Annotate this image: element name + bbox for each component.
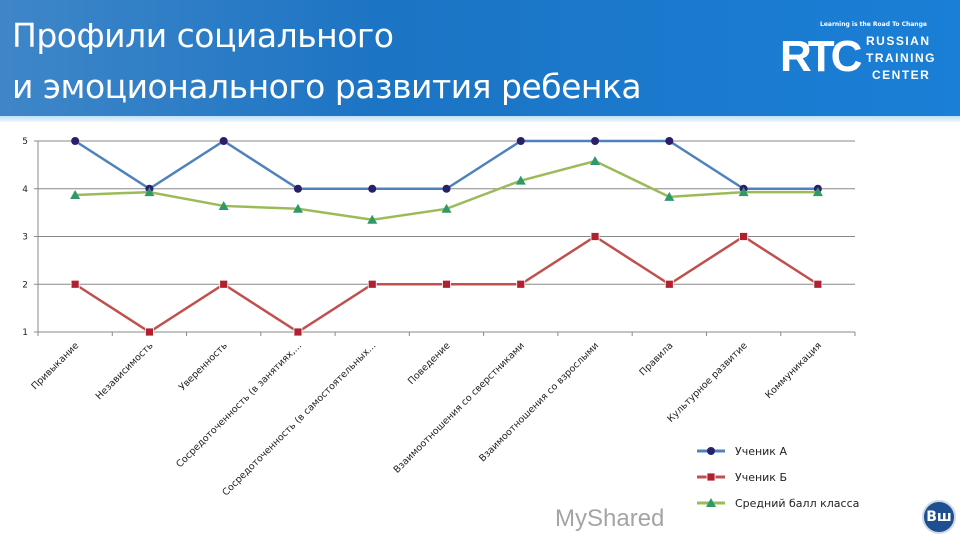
data-point [71, 137, 80, 145]
logo-line-2: TRAINING [866, 51, 936, 65]
x-tick-label: Привыкание [29, 340, 81, 392]
data-point [812, 187, 823, 197]
legend-marker-square-icon [697, 472, 725, 482]
data-point [813, 279, 823, 289]
y-tick-label: 4 [22, 185, 28, 195]
header-divider [0, 116, 960, 122]
data-point [145, 327, 154, 337]
y-tick-label: 3 [22, 233, 28, 243]
data-point [144, 187, 155, 197]
legend-item-avg: Средний балл класса [697, 490, 859, 516]
legend-item-a: Ученик А [697, 438, 859, 464]
x-tick-label: Уверенность [177, 340, 230, 393]
legend-marker-circle-icon [697, 447, 725, 455]
data-point [293, 184, 302, 193]
data-point [515, 175, 526, 185]
data-point [441, 203, 452, 213]
series-line-0 [74, 139, 818, 191]
data-point [442, 279, 451, 289]
legend-item-b: Ученик Б [697, 464, 859, 490]
data-point [665, 137, 674, 145]
data-point [367, 279, 377, 289]
logo-mark: RTC [780, 32, 862, 81]
x-tick-label: Сосредоточенность (в занятиях,... [174, 340, 304, 470]
data-point [590, 232, 600, 241]
data-point [368, 184, 377, 193]
x-tick-label: Взаимоотношения со сверстниками [392, 340, 527, 475]
data-point [219, 279, 229, 289]
x-tick-label: Независимость [94, 340, 156, 402]
x-tick-label: Поведение [406, 340, 453, 387]
x-tick-label: Коммуникация [763, 340, 824, 401]
data-point [292, 203, 303, 213]
x-tick-label: Культурное развитие [665, 340, 749, 424]
data-point [516, 137, 525, 145]
watermark: MyShared [555, 505, 665, 532]
data-point [591, 137, 600, 145]
data-point [442, 184, 451, 193]
data-point [738, 187, 749, 197]
legend-label-a: Ученик А [735, 444, 787, 458]
page-title: Профили социального и эмоционального раз… [12, 10, 642, 112]
data-point [664, 191, 675, 201]
title-line-2: и эмоционального развития ребенка [12, 67, 642, 106]
title-line-1: Профили социального [12, 16, 394, 55]
legend: Ученик А Ученик Б Средний балл класса [697, 438, 859, 516]
data-point [218, 200, 229, 210]
y-tick-label: 5 [22, 137, 28, 147]
legend-label-avg: Средний балл класса [735, 496, 860, 510]
header-banner [0, 0, 960, 116]
logo-line-1: RUSSIAN [866, 34, 931, 48]
logo-tagline: Learning is the Road To Change [820, 21, 927, 28]
data-point [516, 279, 526, 289]
x-tick-label: Взаимоотношения со взрослыми [477, 340, 601, 464]
data-point [219, 137, 228, 145]
y-tick-label: 1 [22, 328, 28, 338]
data-point [70, 279, 80, 289]
legend-label-b: Ученик Б [735, 470, 787, 484]
data-point [293, 327, 303, 337]
data-point [590, 156, 601, 166]
x-tick-label: Сосредоточенность (в самостоятельных... [220, 340, 378, 498]
data-point [367, 214, 378, 224]
hse-logo: Вш [922, 500, 956, 534]
data-point [664, 279, 674, 289]
data-point [70, 189, 81, 199]
x-tick-label: Правила [637, 340, 675, 378]
data-point [739, 232, 748, 241]
y-tick-label: 2 [22, 280, 28, 290]
legend-marker-triangle-icon [697, 498, 725, 507]
logo-line-3: CENTER [872, 68, 931, 82]
rtc-logo: RTC Learning is the Road To Change RUSSI… [780, 21, 950, 90]
